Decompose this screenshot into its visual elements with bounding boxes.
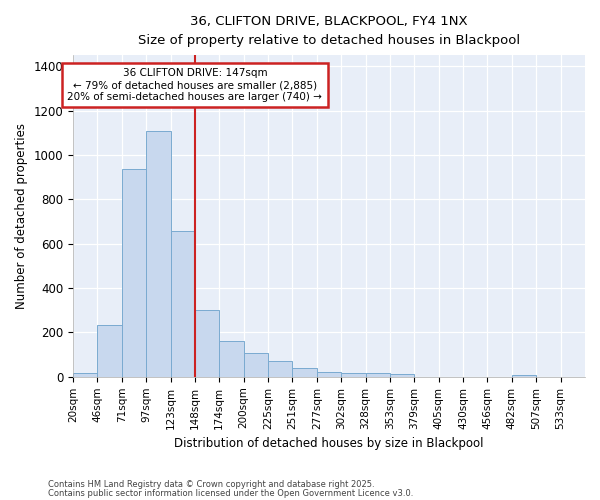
Text: 36 CLIFTON DRIVE: 147sqm
← 79% of detached houses are smaller (2,885)
20% of sem: 36 CLIFTON DRIVE: 147sqm ← 79% of detach… bbox=[67, 68, 322, 102]
X-axis label: Distribution of detached houses by size in Blackpool: Distribution of detached houses by size … bbox=[174, 437, 484, 450]
Bar bbox=[244, 353, 268, 377]
Bar bbox=[97, 324, 122, 377]
Bar bbox=[268, 362, 292, 377]
Bar bbox=[170, 232, 195, 377]
Bar bbox=[317, 372, 341, 377]
Bar bbox=[195, 310, 220, 377]
Text: Contains HM Land Registry data © Crown copyright and database right 2025.: Contains HM Land Registry data © Crown c… bbox=[48, 480, 374, 489]
Bar bbox=[341, 373, 365, 377]
Y-axis label: Number of detached properties: Number of detached properties bbox=[15, 123, 28, 309]
Bar bbox=[365, 373, 390, 377]
Bar bbox=[122, 170, 146, 377]
Bar bbox=[390, 374, 415, 377]
Bar bbox=[146, 130, 170, 377]
Bar bbox=[512, 375, 536, 377]
Text: Contains public sector information licensed under the Open Government Licence v3: Contains public sector information licen… bbox=[48, 488, 413, 498]
Bar bbox=[292, 368, 317, 377]
Bar bbox=[73, 374, 97, 377]
Bar bbox=[220, 342, 244, 377]
Title: 36, CLIFTON DRIVE, BLACKPOOL, FY4 1NX
Size of property relative to detached hous: 36, CLIFTON DRIVE, BLACKPOOL, FY4 1NX Si… bbox=[138, 15, 520, 47]
